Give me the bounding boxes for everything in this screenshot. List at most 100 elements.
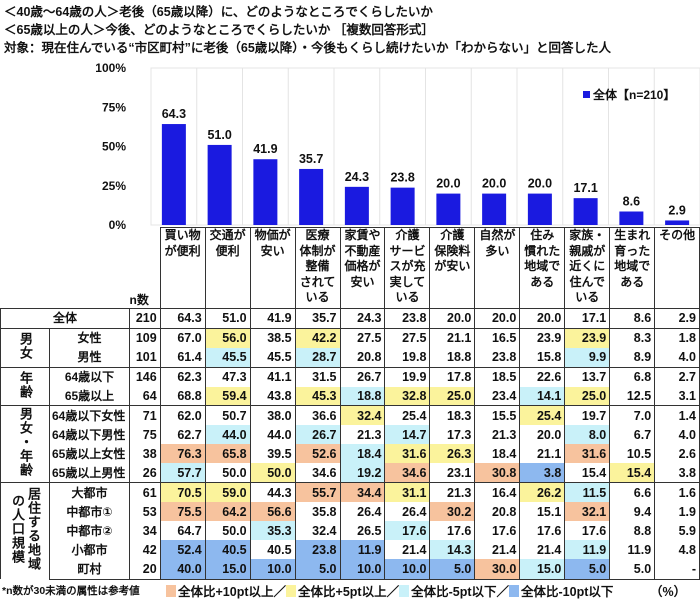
cell-value: 15.1 <box>519 502 566 522</box>
cell-value: 22.6 <box>519 366 566 387</box>
legend-item: 全体比-5pt以下／ <box>399 581 509 600</box>
cell-value: 70.5 <box>159 482 206 503</box>
cell-value: 17.6 <box>429 521 476 541</box>
cell-value: 26.3 <box>429 444 476 464</box>
cell-value: 59.4 <box>204 386 251 407</box>
table-row: 居住する地域の人口規模 大都市 61 70.5 59.0 44.3 55.7 34.4 31.1… <box>0 482 700 580</box>
cell-value: 26.4 <box>339 502 386 522</box>
cell-value: 50.0 <box>204 463 251 484</box>
cell-value: 1.9 <box>654 502 700 522</box>
column-header: その他 <box>654 227 700 309</box>
cell-value: 21.4 <box>519 540 566 560</box>
cell-value: 9.9 <box>564 347 611 368</box>
column-header: 介護 保険料 が安い <box>429 227 476 309</box>
cell-value: 45.5 <box>204 347 251 368</box>
row-group-text: 男女・年齢 <box>18 407 33 478</box>
row-label: 中都市① <box>49 502 130 522</box>
cell-value: 40.5 <box>204 540 251 560</box>
legend-item: 全体比+5pt以上／ <box>286 581 399 600</box>
column-header: 買い物 が便利 <box>159 227 206 309</box>
cell-value: 5.0 <box>429 559 476 580</box>
cell-value: 9.4 <box>609 502 656 522</box>
cell-value: 23.8 <box>384 308 431 329</box>
table-row: 男女・年齢 64歳以下女性 71 62.0 50.7 38.0 36.6 32.4 25.4 18… <box>0 405 700 483</box>
cell-value: 23.8 <box>474 347 521 368</box>
cell-value: 14.3 <box>429 540 476 560</box>
bar <box>390 187 415 225</box>
cell-value: 10.0 <box>249 559 296 580</box>
legend-swatch <box>583 91 590 98</box>
cell-value: 57.7 <box>159 463 206 484</box>
cell-value: 36.6 <box>294 405 341 426</box>
bar <box>436 193 461 225</box>
cell-value: 25.4 <box>384 405 431 426</box>
cell-value: 41.9 <box>249 308 296 329</box>
cell-value: 44.0 <box>204 425 251 445</box>
cell-value: 62.7 <box>159 425 206 445</box>
cell-value: 8.6 <box>609 308 656 329</box>
legend-swatch <box>286 584 297 597</box>
cell-value: 19.8 <box>384 347 431 368</box>
cell-value: 16.4 <box>474 482 521 503</box>
cell-value: 30.2 <box>429 502 476 522</box>
title-line-1: ＜40歳～64歳の人＞老後（65歳以降）に、どのようなところでくらしたいか <box>4 5 433 19</box>
n-value: 210 <box>128 308 161 329</box>
bar <box>527 193 552 225</box>
cell-value: 61.4 <box>159 347 206 368</box>
data-table: n数 買い物 が便利 交通が 便利 物価が 安い 医療 体制が 整備 されて いる 家賃や… <box>0 227 700 580</box>
title-line-2: ＜65歳以上の人＞今後、どのようなところでくらしたいか ［複数回答形式］ <box>4 23 434 37</box>
column-header: 自然が 多い <box>474 227 521 309</box>
bar-value-label: 23.8 <box>390 171 414 185</box>
cell-value: 47.3 <box>204 366 251 387</box>
y-tick-label: 50% <box>102 140 126 154</box>
bar-value-label: 2.9 <box>668 203 685 217</box>
row-group-text: 男女 <box>18 331 33 360</box>
cell-value: 27.5 <box>384 327 431 348</box>
cell-value: 28.7 <box>294 347 341 368</box>
cell-value: 52.6 <box>294 444 341 464</box>
cell-value: 41.1 <box>249 366 296 387</box>
cell-value: 23.4 <box>474 386 521 407</box>
n-value: 71 <box>128 405 161 426</box>
row-label: 65歳以上男性 <box>49 463 130 484</box>
table-row: 全体 210 64.3 51.0 41.9 35.7 24.3 23.8 20.0 20.0 20.… <box>0 308 700 329</box>
legend-label: 全体比+5pt以上／ <box>298 585 400 599</box>
cell-value: 1.6 <box>654 482 700 503</box>
n-header: n数 <box>129 227 161 309</box>
legend-item: 全体比+10pt以上／ <box>166 581 286 600</box>
bar-value-label: 51.0 <box>207 128 231 142</box>
cell-value: 11.9 <box>609 540 656 560</box>
cell-value: 5.0 <box>609 559 656 580</box>
row-label: 町村 <box>49 559 130 580</box>
cell-value: 2.9 <box>654 308 700 329</box>
cell-value: 18.4 <box>339 444 386 464</box>
n-value: 101 <box>128 347 161 368</box>
cell-value: 14.1 <box>519 386 566 407</box>
n-value: 38 <box>128 444 161 464</box>
cell-value: 8.8 <box>609 521 656 541</box>
cell-value: - <box>654 559 700 580</box>
cell-value: 6.8 <box>609 366 656 387</box>
cell-value: 35.8 <box>294 502 341 522</box>
cell-value: 11.9 <box>339 540 386 560</box>
bar <box>299 168 324 225</box>
bar-value-label: 35.7 <box>299 152 323 166</box>
cell-value: 3.8 <box>654 463 700 484</box>
cell-value: 17.3 <box>429 425 476 445</box>
cell-value: 45.3 <box>294 386 341 407</box>
cell-value: 7.0 <box>609 405 656 426</box>
legend-swatch <box>166 584 176 597</box>
cell-value: 21.4 <box>384 540 431 560</box>
cell-value: 10.0 <box>384 559 431 580</box>
cell-value: 26.7 <box>339 366 386 387</box>
cell-value: 17.8 <box>429 366 476 387</box>
cell-value: 31.6 <box>384 444 431 464</box>
n-value: 53 <box>128 502 161 522</box>
cell-value: 15.8 <box>519 347 566 368</box>
cell-value: 55.7 <box>294 482 341 503</box>
cell-value: 32.4 <box>339 405 386 426</box>
legend-swatch <box>399 584 410 597</box>
column-header: 家族・ 親戚が 近くに 住んで いる <box>564 227 611 309</box>
cell-value: 31.5 <box>294 366 341 387</box>
cell-value: 27.5 <box>339 327 386 348</box>
